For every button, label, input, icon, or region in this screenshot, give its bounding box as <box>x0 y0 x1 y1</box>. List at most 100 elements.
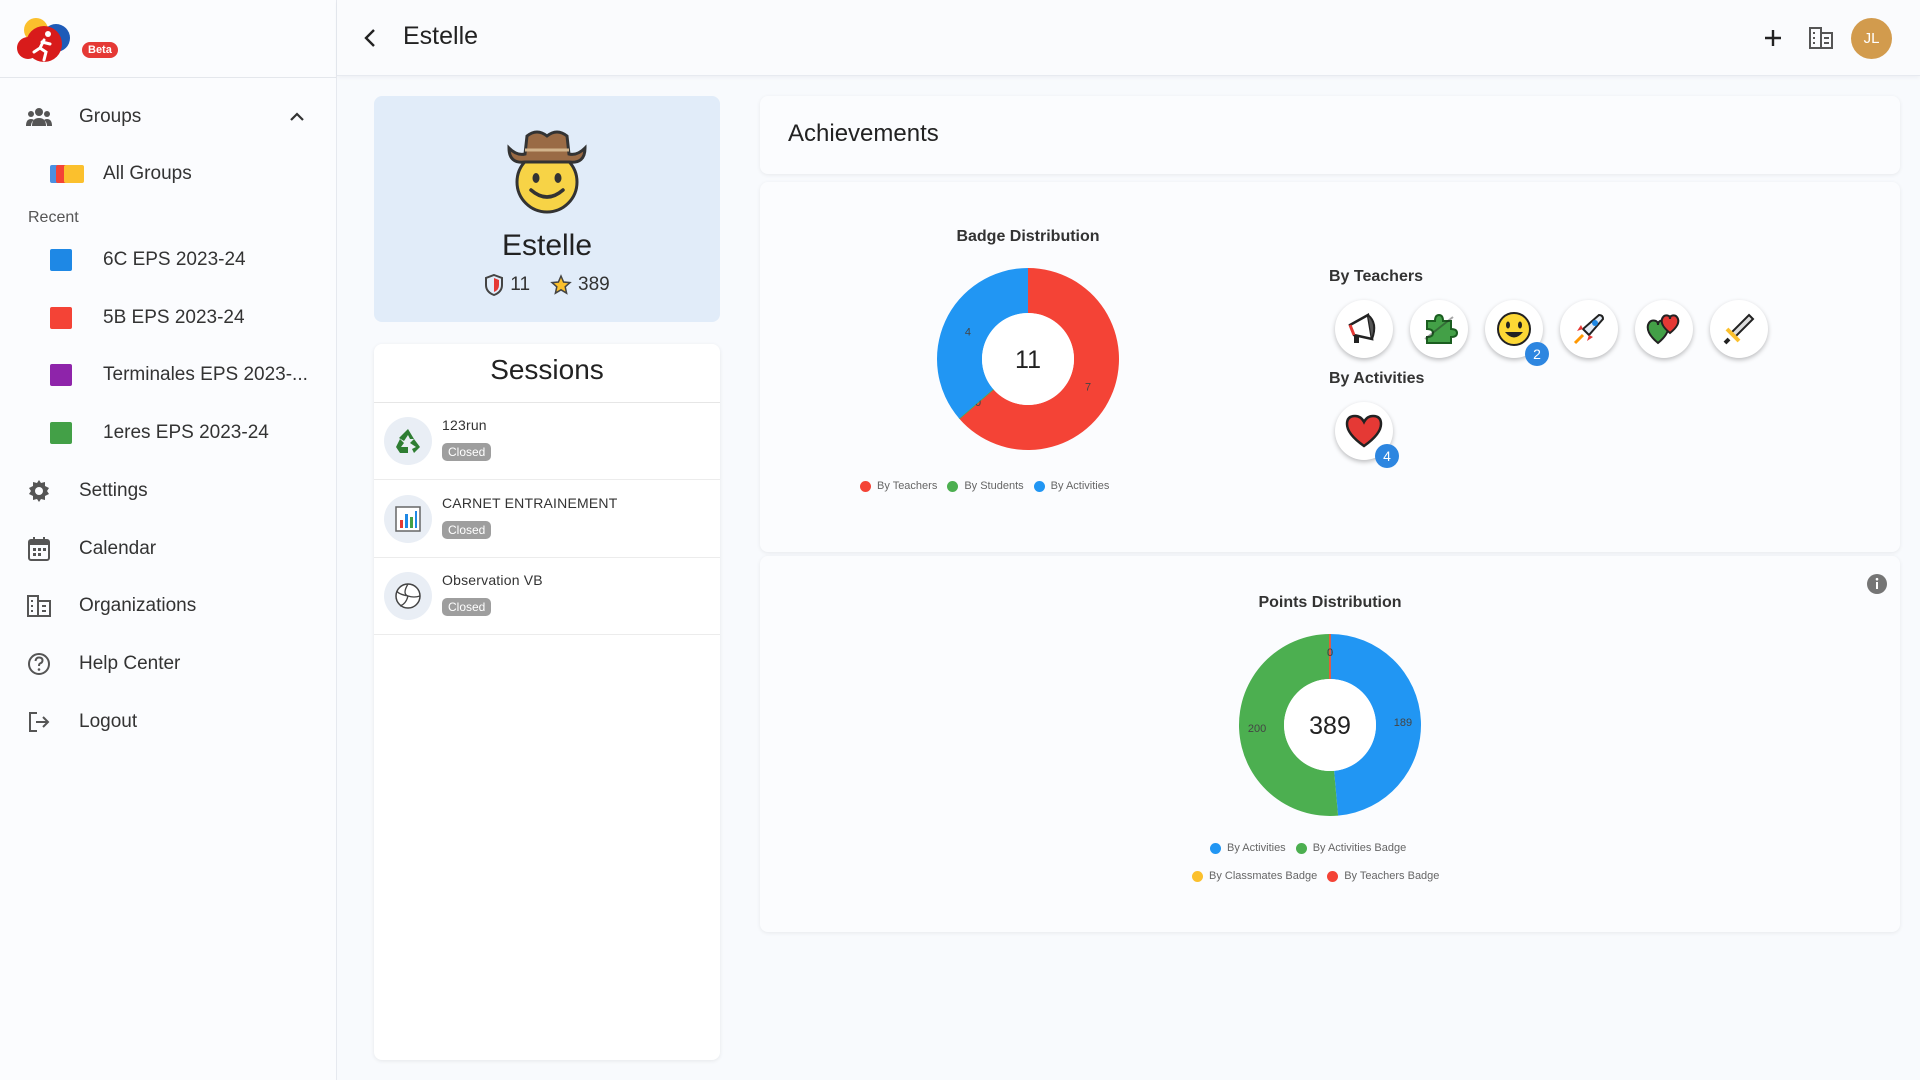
legend-dot <box>947 480 959 492</box>
session-status-badge: Closed <box>442 598 492 616</box>
legend-dot <box>860 480 871 492</box>
organization-icon[interactable] <box>1807 24 1835 52</box>
legend-item[interactable]: By Activities <box>1210 842 1286 854</box>
sidebar-item-logout[interactable]: Logout <box>0 694 336 750</box>
gear-icon <box>26 478 52 504</box>
sidebar-item-group-5b[interactable]: 5B EPS 2023-24 <box>0 290 336 346</box>
heart-icon <box>1345 414 1383 448</box>
badge-item[interactable]: 4 <box>1335 402 1399 468</box>
sidebar-item-help-center[interactable]: Help Center <box>0 636 336 692</box>
info-icon[interactable] <box>1867 574 1887 594</box>
sidebar-item-label: Logout <box>79 711 138 732</box>
divider <box>374 402 720 403</box>
badge-count: 4 <box>1375 444 1399 468</box>
group-color-swatch <box>50 249 72 271</box>
badge-item[interactable] <box>1710 300 1768 358</box>
sidebar-item-label: Organizations <box>79 595 197 616</box>
group-color-swatch <box>50 422 72 444</box>
calendar-icon <box>26 536 52 562</box>
sidebar: Beta Groups All Groups Recent 6C EPS 202… <box>0 0 337 1080</box>
groups-icon <box>26 104 52 130</box>
session-item[interactable]: CARNET ENTRAINEMENT Closed <box>374 481 720 558</box>
legend-item[interactable]: By Activities <box>1033 480 1109 492</box>
points-stat: 389 <box>550 274 610 296</box>
sidebar-item-group-6c[interactable]: 6C EPS 2023-24 <box>0 232 336 288</box>
beta-badge: Beta <box>82 42 118 58</box>
slice-value-label: 0 <box>1327 647 1333 659</box>
recycle-icon <box>384 417 432 465</box>
session-name: 123run <box>442 417 487 433</box>
slice-value-label: 0 <box>975 397 981 409</box>
group-color-swatch <box>50 364 72 386</box>
slice-value-label: 200 <box>1248 723 1266 735</box>
badge-item[interactable] <box>1635 300 1693 358</box>
app-logo[interactable] <box>14 12 80 68</box>
sidebar-item-label: All Groups <box>103 163 192 184</box>
top-header: Estelle JL <box>337 0 1920 76</box>
session-item[interactable]: Observation VB Closed <box>374 558 720 635</box>
star-icon <box>550 274 572 295</box>
organization-icon <box>26 593 52 619</box>
badge-count-value: 11 <box>510 274 531 295</box>
session-item[interactable]: 123run Closed <box>374 403 720 480</box>
sidebar-item-organizations[interactable]: Organizations <box>0 578 336 634</box>
donut-center-label: 389 <box>1309 712 1351 740</box>
badge-item[interactable]: 2 <box>1485 300 1549 366</box>
group-color-swatch <box>50 307 72 329</box>
achievements-title: Achievements <box>788 120 939 147</box>
points-value: 389 <box>578 274 610 295</box>
legend-dot <box>1327 870 1339 882</box>
donut-hole <box>1284 679 1376 771</box>
badge-item[interactable] <box>1335 300 1393 358</box>
back-arrow-icon[interactable] <box>359 26 383 50</box>
legend-item[interactable]: By Activities Badge <box>1295 842 1407 854</box>
sidebar-item-calendar[interactable]: Calendar <box>0 521 336 577</box>
add-icon[interactable] <box>1759 24 1787 52</box>
legend-dot <box>1033 480 1045 492</box>
achievements-header: Achievements <box>760 96 1900 174</box>
sword-icon <box>1723 313 1755 345</box>
by-teachers-heading: By Teachers <box>1329 268 1423 285</box>
legend-item[interactable]: By Students <box>947 480 1024 492</box>
legend-label: By Teachers Badge <box>1344 870 1440 882</box>
all-groups-icon <box>50 163 84 185</box>
student-profile-card: Estelle 11 389 <box>374 96 720 322</box>
legend-label: By Teachers <box>877 480 938 492</box>
legend-dot <box>1192 870 1203 882</box>
donut-slice[interactable] <box>1330 634 1422 816</box>
sidebar-item-all-groups[interactable]: All Groups <box>0 146 336 202</box>
logout-icon <box>26 709 52 735</box>
legend-item[interactable]: By Teachers Badge <box>1327 870 1439 882</box>
volleyball-icon <box>384 572 432 620</box>
student-stats: 11 389 <box>374 274 720 296</box>
bar-chart-icon <box>384 495 432 543</box>
legend-label: By Activities <box>1227 842 1286 854</box>
sidebar-item-group-1eres[interactable]: 1eres EPS 2023-24 <box>0 405 336 461</box>
cowboy-face-icon <box>507 130 587 214</box>
donut-slice[interactable] <box>1238 634 1339 816</box>
sidebar-item-settings[interactable]: Settings <box>0 463 336 519</box>
chart-legend: By Activities By Activities Badge <box>1210 842 1406 854</box>
legend-item[interactable]: By Classmates Badge <box>1192 870 1317 882</box>
badge-item[interactable] <box>1410 300 1468 358</box>
points-distribution-card: Points Distribution 18920000389 By Activ… <box>760 556 1900 932</box>
badge-item[interactable] <box>1560 300 1618 358</box>
sessions-card: Sessions 123run Closed CARNET ENTRAINEME… <box>374 344 720 1060</box>
donut-slice[interactable] <box>959 268 1119 450</box>
donut-slice[interactable] <box>937 268 1028 419</box>
chart-title: Points Distribution <box>1258 594 1402 611</box>
legend-label: By Activities Badge <box>1312 842 1407 854</box>
legend-label: By Students <box>964 480 1024 492</box>
user-avatar[interactable]: JL <box>1851 18 1892 59</box>
student-name: Estelle <box>501 229 593 262</box>
legend-item[interactable]: By Teachers <box>860 480 937 492</box>
legend-dot <box>1295 842 1307 854</box>
sidebar-item-groups[interactable]: Groups <box>0 89 336 145</box>
chevron-up-icon[interactable] <box>287 107 307 127</box>
badge-count-stat: 11 <box>484 274 530 296</box>
points-distribution-chart: 18920000389 <box>1238 634 1422 816</box>
sidebar-item-group-terminales[interactable]: Terminales EPS 2023-... <box>0 347 336 403</box>
session-status-badge: Closed <box>442 521 492 539</box>
badge-distribution-card: Badge Distribution 7 0 4 11 By Teachers By … <box>760 182 1900 552</box>
sidebar-item-label: Calendar <box>79 538 157 559</box>
